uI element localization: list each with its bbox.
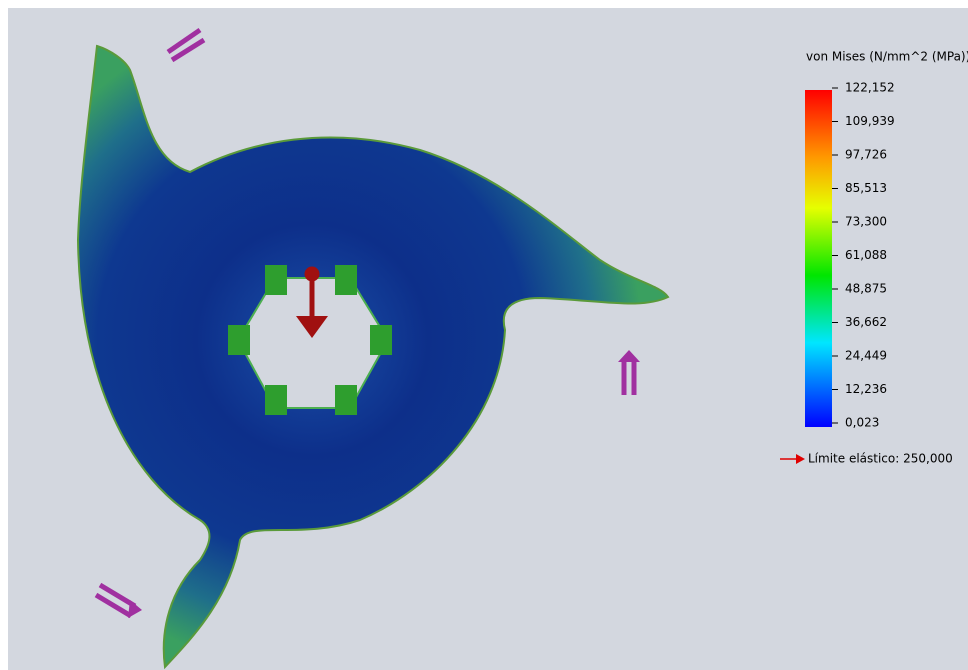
legend-label: 73,300 xyxy=(845,215,887,229)
legend-label: 61,088 xyxy=(845,248,887,262)
color-bar xyxy=(805,90,832,427)
legend-label: 122,152 xyxy=(845,81,895,95)
legend-label: 36,662 xyxy=(845,315,887,329)
simulation-view: von Mises (N/mm^2 (MPa)) 122,152 109,939 9… xyxy=(0,0,968,670)
yield-label: Límite elástico: 250,000 xyxy=(808,452,953,466)
legend-label: 12,236 xyxy=(845,382,887,396)
legend-label: 24,449 xyxy=(845,349,887,363)
legend-label: 0,023 xyxy=(845,416,879,430)
legend-label: 85,513 xyxy=(845,181,887,195)
legend-title: von Mises (N/mm^2 (MPa)) xyxy=(806,50,968,64)
legend-label: 109,939 xyxy=(845,114,895,128)
legend-label: 97,726 xyxy=(845,148,887,162)
legend-label: 48,875 xyxy=(845,282,887,296)
